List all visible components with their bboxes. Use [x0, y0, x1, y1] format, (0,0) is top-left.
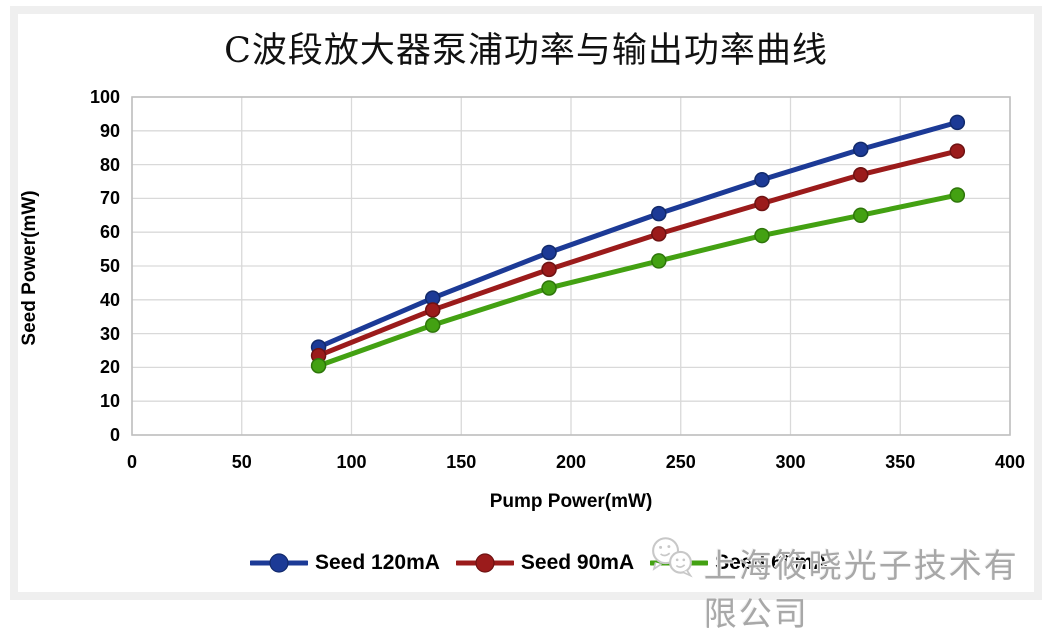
data-point-marker	[754, 172, 770, 188]
data-point-marker	[310, 357, 327, 374]
x-tick-label: 200	[555, 452, 587, 472]
data-point-marker	[541, 244, 557, 261]
legend-label: Seed 90mA	[520, 551, 635, 574]
plot-border	[131, 96, 1011, 436]
wechat-chat-bubbles-icon	[652, 537, 693, 578]
y-tick-label: 80	[99, 154, 120, 175]
x-tick-label: 400	[994, 452, 1026, 472]
y-tick-label: 20	[99, 357, 120, 378]
chart-outer-frame	[10, 6, 1042, 600]
y-tick-label: 70	[99, 188, 120, 209]
data-point-marker	[651, 205, 667, 222]
data-point-marker	[852, 141, 869, 158]
y-tick-label: 10	[99, 391, 120, 412]
data-point-marker	[541, 261, 557, 278]
data-point-marker	[949, 143, 966, 159]
x-tick-label: 300	[775, 452, 806, 472]
x-tick-label: 50	[231, 452, 252, 472]
y-tick-label: 60	[99, 222, 120, 243]
y-tick-label: 0	[109, 425, 120, 445]
data-point-marker	[949, 114, 966, 131]
legend-label: Seed 120mA	[315, 551, 440, 574]
data-point-marker	[949, 187, 966, 203]
x-tick-label: 150	[446, 452, 477, 472]
y-axis-title: Seed Power(mW)	[19, 190, 40, 346]
line-marker-icon	[455, 553, 514, 573]
legend-item-seed-120ma: Seed 120mA	[250, 551, 440, 575]
data-point-marker	[541, 280, 557, 296]
y-tick-label: 40	[99, 289, 120, 310]
data-point-marker	[852, 207, 869, 224]
data-point-marker	[651, 226, 667, 242]
data-point-marker	[424, 317, 441, 333]
data-point-marker	[852, 166, 869, 183]
x-tick-label: 350	[885, 452, 916, 472]
line-marker-icon	[250, 553, 308, 573]
plot-area	[131, 96, 1011, 436]
x-tick-label: 100	[336, 452, 367, 472]
x-tick-label: 0	[126, 452, 137, 472]
data-point-marker	[754, 227, 770, 244]
legend-item-seed-90ma: Seed 90mA	[455, 551, 635, 575]
legend-label: Seed 60mA	[715, 551, 829, 574]
y-tick-label: 50	[99, 256, 120, 276]
data-point-marker	[651, 253, 667, 269]
y-tick-label: 90	[99, 120, 120, 141]
y-tick-label: 100	[89, 87, 120, 107]
x-tick-label: 250	[665, 452, 696, 472]
x-axis-title: Pump Power(mW)	[489, 491, 653, 512]
data-point-marker	[754, 195, 770, 212]
y-tick-label: 30	[99, 323, 120, 344]
chart-title: C波段放大器泵浦功率与输出功率曲线	[224, 31, 828, 71]
watermark-text: 上海筱晓光子技术有限公司	[703, 546, 1019, 633]
data-point-marker	[424, 302, 441, 318]
watermark: 上海筱晓光子技术有限公司	[644, 531, 1052, 635]
